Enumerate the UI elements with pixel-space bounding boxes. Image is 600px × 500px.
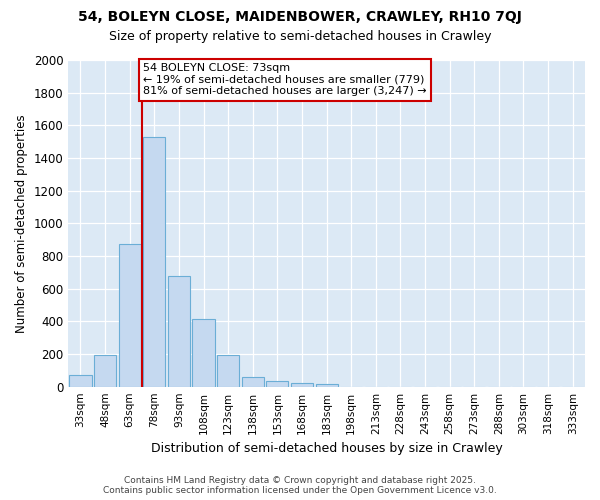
Bar: [143, 137, 166, 386]
Bar: [119, 244, 141, 386]
X-axis label: Distribution of semi-detached houses by size in Crawley: Distribution of semi-detached houses by …: [151, 442, 502, 455]
Bar: [94, 355, 116, 386]
Text: 54, BOLEYN CLOSE, MAIDENBOWER, CRAWLEY, RH10 7QJ: 54, BOLEYN CLOSE, MAIDENBOWER, CRAWLEY, …: [78, 10, 522, 24]
Bar: [316, 384, 338, 386]
Text: 54 BOLEYN CLOSE: 73sqm
← 19% of semi-detached houses are smaller (779)
81% of se: 54 BOLEYN CLOSE: 73sqm ← 19% of semi-det…: [143, 64, 427, 96]
Text: Contains HM Land Registry data © Crown copyright and database right 2025.
Contai: Contains HM Land Registry data © Crown c…: [103, 476, 497, 495]
Bar: [193, 319, 215, 386]
Bar: [168, 276, 190, 386]
Bar: [217, 355, 239, 386]
Bar: [242, 377, 264, 386]
Bar: [70, 375, 92, 386]
Y-axis label: Number of semi-detached properties: Number of semi-detached properties: [15, 114, 28, 332]
Text: Size of property relative to semi-detached houses in Crawley: Size of property relative to semi-detach…: [109, 30, 491, 43]
Bar: [266, 381, 289, 386]
Bar: [291, 384, 313, 386]
